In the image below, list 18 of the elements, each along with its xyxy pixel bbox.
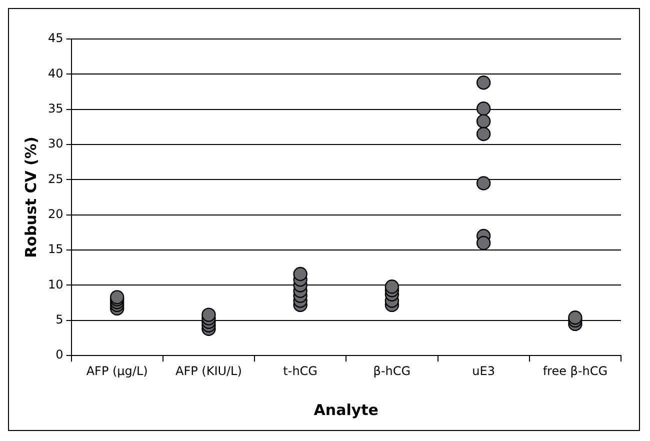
y-tick-label: 5 [56, 312, 64, 327]
x-tick-label: AFP (µg/L) [86, 364, 148, 378]
x-tick-label: β-hCG [373, 364, 411, 378]
y-tick-label: 20 [48, 207, 64, 222]
y-tick-label: 35 [48, 101, 64, 116]
y-tick-label: 25 [48, 172, 64, 186]
x-tick-label: free β-hCG [542, 364, 608, 378]
y-tick-label: 15 [48, 242, 64, 256]
y-axis-title: Robust CV (%) [22, 136, 40, 258]
x-tick-label: t-hCG [283, 364, 318, 378]
y-tick-label: 10 [48, 277, 64, 292]
y-tick-label: 40 [48, 66, 64, 80]
y-tick-label: 0 [56, 348, 64, 362]
x-axis-title: Analyte [314, 400, 378, 419]
x-tick-label: uE3 [472, 364, 495, 378]
x-tick-label: AFP (KIU/L) [175, 364, 242, 378]
y-tick-label: 45 [48, 31, 64, 46]
y-tick-label: 30 [48, 136, 64, 151]
